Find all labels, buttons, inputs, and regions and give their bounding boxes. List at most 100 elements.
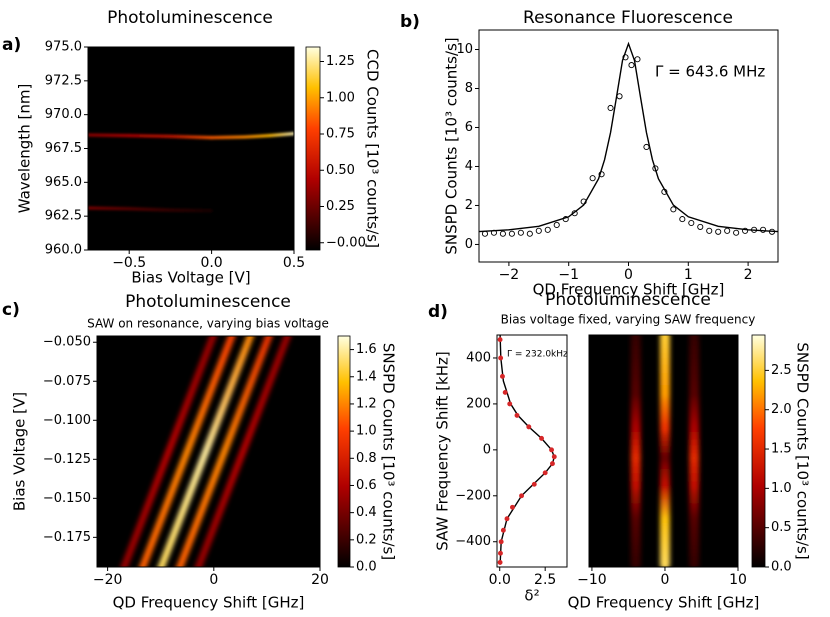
data-point: [535, 227, 542, 234]
y-tick-label: −0.125: [43, 452, 91, 467]
data-point: [526, 424, 532, 430]
data-point: [553, 221, 560, 229]
x-tick-label: −0.5: [112, 255, 146, 271]
colorbar-tick-label: 1.25: [326, 54, 355, 69]
data-point: [549, 447, 554, 453]
data-point: [497, 559, 503, 565]
data-point: [542, 470, 548, 476]
colorbar-tick-label: 1.00: [326, 90, 355, 105]
x-tick-label: 0.0: [489, 572, 511, 588]
data-point: [502, 389, 508, 395]
chart-subtitle: Bias voltage fixed, varying SAW frequenc…: [501, 313, 756, 327]
ridge-segment: [220, 336, 273, 455]
ridge-segment: [267, 132, 294, 138]
colorbar-tick-label: 0.8: [356, 451, 377, 466]
ridge-segment: [194, 448, 247, 567]
data-point: [519, 493, 524, 499]
colorbar-tick-label: 2.5: [771, 363, 792, 378]
x-tick-label: 1: [684, 267, 693, 283]
data-point: [724, 227, 731, 234]
colorbar: [305, 46, 321, 251]
y-tick-label: 400: [466, 350, 491, 365]
data-point: [733, 229, 740, 236]
colorbar-tick-label: 2.0: [771, 402, 792, 417]
x-tick-label: 0: [660, 572, 669, 588]
colorbar: [337, 335, 351, 568]
x-axis-label: δ²: [524, 587, 539, 605]
data-point: [598, 171, 605, 178]
ridge-segment: [120, 448, 173, 567]
ridge-segment: [127, 134, 172, 138]
x-tick-label: 0: [624, 267, 633, 283]
colorbar-tick-label: −0.00: [326, 235, 366, 250]
y-axis-label: Bias Voltage [V]: [11, 392, 29, 511]
ridge-segment: [183, 336, 236, 455]
chart-subtitle: SAW on resonance, varying bias voltage: [87, 317, 329, 331]
chart-title: Resonance Fluorescence: [523, 8, 733, 28]
data-point: [504, 516, 510, 522]
data-point: [670, 206, 677, 213]
data-point: [589, 175, 596, 182]
y-axis-label: SNSPD Counts [10³ counts/s]: [443, 37, 461, 254]
ridge-segment: [127, 207, 172, 212]
ridge-segment: [176, 448, 228, 567]
heatmap-background: [88, 47, 294, 250]
x-axis-label: QD Frequency Shift [GHz]: [533, 281, 725, 299]
data-point: [697, 223, 704, 230]
data-point: [508, 230, 515, 237]
heatmap: [120, 336, 292, 567]
data-point: [531, 481, 537, 487]
y-tick-label: 2: [465, 198, 473, 213]
fit-line: [499, 335, 556, 565]
y-tick-label: 200: [466, 396, 491, 411]
data-point: [539, 435, 544, 441]
data-point: [742, 227, 749, 234]
panel-label: a): [2, 35, 21, 55]
data-point: [507, 401, 513, 407]
heatmap: [88, 132, 294, 213]
colorbar-tick-label: 0.4: [356, 505, 377, 520]
data-point: [510, 504, 515, 510]
data-point: [715, 228, 722, 235]
data-point: [634, 56, 641, 63]
data-point: [499, 230, 506, 237]
y-tick-label: 970.0: [45, 107, 82, 122]
data-point: [517, 229, 524, 236]
x-tick-label: 10: [729, 572, 747, 588]
y-axis-label: SAW Frequency Shift [kHz]: [434, 351, 452, 551]
ridge-segment: [165, 336, 217, 455]
ridge-segment: [239, 336, 292, 455]
y-tick-label: 0: [465, 237, 473, 252]
axes-frame: [496, 334, 568, 568]
chart-title: Photoluminescence: [107, 8, 273, 28]
y-tick-label: 10: [456, 42, 473, 57]
chart-title: Photoluminescence: [545, 290, 711, 310]
annotation: Γ = 232.0kHz: [507, 350, 568, 360]
annotation: Γ = 643.6 MHz: [655, 63, 765, 81]
data-point: [551, 454, 557, 460]
y-tick-label: −0.150: [43, 491, 91, 506]
ridge-segment: [243, 134, 271, 139]
y-tick-label: −0.175: [43, 530, 91, 545]
y-tick-label: 965.0: [45, 175, 82, 190]
x-tick-label: 0.5: [283, 255, 305, 271]
data-point: [514, 412, 520, 418]
y-tick-label: −0.075: [43, 374, 91, 389]
colorbar-tick-label: 1.2: [356, 396, 377, 411]
ridge-segment: [210, 135, 247, 140]
y-tick-label: 8: [465, 81, 473, 96]
ridge-segment: [138, 448, 191, 567]
y-tick-label: 967.5: [45, 141, 82, 156]
colorbar-tick-label: 1.4: [356, 369, 377, 384]
colorbar-tick-label: 1.0: [356, 424, 377, 439]
data-point: [628, 62, 635, 69]
data-point: [526, 230, 533, 237]
y-axis-label: Wavelength [nm]: [16, 84, 34, 214]
colorbar-label: SNSPD Counts [10³ counts/s]: [794, 342, 812, 559]
x-tick-label: 2: [744, 267, 753, 283]
y-tick-label: 0: [483, 442, 491, 457]
colorbar-label: SNSPD Counts [10³ counts/s]: [380, 343, 398, 560]
x-axis-label: QD Frequency Shift [GHz]: [113, 594, 305, 612]
y-tick-label: 962.5: [45, 209, 82, 224]
data-point: [500, 373, 505, 379]
